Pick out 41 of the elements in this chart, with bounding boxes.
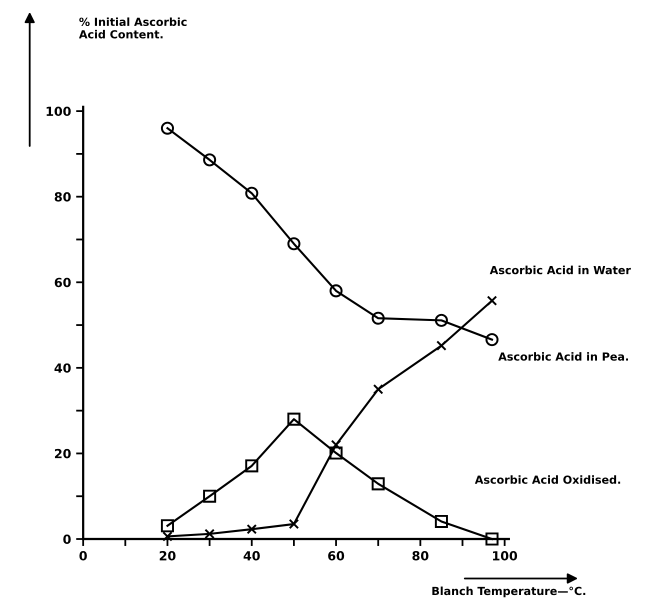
point bbox=[372, 312, 385, 325]
y-tick-label: 100 bbox=[46, 106, 71, 116]
point bbox=[372, 477, 385, 490]
point bbox=[288, 518, 300, 530]
point bbox=[330, 284, 343, 298]
y-tick-label: 20 bbox=[54, 448, 71, 458]
point bbox=[330, 446, 343, 460]
point bbox=[287, 237, 300, 250]
point bbox=[434, 314, 448, 327]
text: % Initial Ascorbic Acid Content. bbox=[78, 17, 187, 38]
point bbox=[203, 490, 216, 503]
point bbox=[434, 514, 448, 528]
point bbox=[203, 153, 216, 166]
y-tick-label: 80 bbox=[54, 192, 71, 202]
point bbox=[160, 122, 174, 135]
point bbox=[162, 531, 173, 542]
point bbox=[373, 384, 384, 394]
point bbox=[486, 296, 498, 306]
point bbox=[485, 532, 499, 546]
x-tick-label: 40 bbox=[244, 551, 260, 560]
y-tick-label: 60 bbox=[54, 278, 71, 288]
point bbox=[245, 459, 258, 472]
point bbox=[204, 528, 215, 540]
x-tick-label: 20 bbox=[160, 551, 176, 560]
point bbox=[245, 186, 258, 200]
annotation: Ascorbic Acid in Water bbox=[490, 266, 631, 274]
point bbox=[160, 519, 174, 532]
x-tick-label: 60 bbox=[328, 551, 344, 560]
annotation: Ascorbic Acid Oxidised. bbox=[474, 475, 620, 484]
point bbox=[246, 524, 257, 534]
point bbox=[287, 412, 300, 426]
annotation: Ascorbic Acid in Pea. bbox=[498, 352, 628, 361]
y-tick-label: 40 bbox=[54, 363, 71, 373]
x-tick-label: 0 bbox=[79, 551, 87, 560]
point bbox=[485, 333, 499, 346]
point bbox=[436, 340, 447, 351]
x-axis-title: Blanch Temperature—°C. bbox=[432, 586, 586, 598]
point bbox=[330, 440, 342, 450]
y-tick-label: 0 bbox=[63, 534, 71, 544]
x-tick-label: 100 bbox=[493, 551, 518, 560]
x-tick-label: 80 bbox=[412, 551, 428, 560]
